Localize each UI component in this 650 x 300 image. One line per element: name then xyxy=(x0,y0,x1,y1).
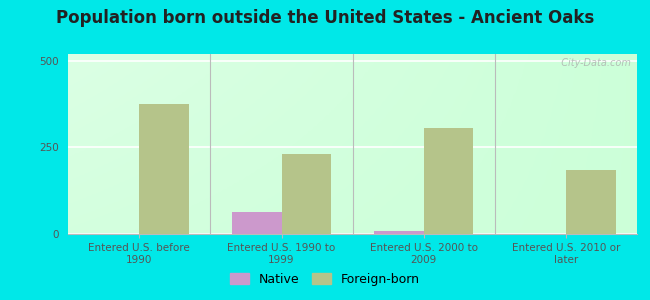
Legend: Native, Foreign-born: Native, Foreign-born xyxy=(225,268,425,291)
Bar xyxy=(566,170,616,234)
Text: City-Data.com: City-Data.com xyxy=(556,58,631,68)
Text: Population born outside the United States - Ancient Oaks: Population born outside the United State… xyxy=(56,9,594,27)
Bar xyxy=(281,154,332,234)
Bar xyxy=(374,230,424,234)
Bar xyxy=(232,212,281,234)
Bar xyxy=(424,128,473,234)
Bar xyxy=(139,104,189,234)
